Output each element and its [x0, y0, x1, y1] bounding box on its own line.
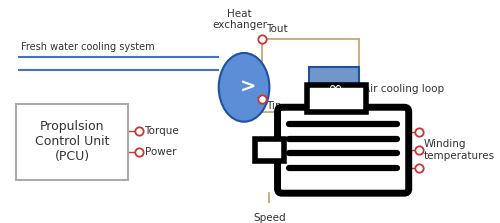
Text: Tin: Tin: [266, 101, 281, 111]
Ellipse shape: [218, 53, 270, 122]
FancyBboxPatch shape: [308, 85, 366, 112]
FancyBboxPatch shape: [278, 107, 408, 193]
Text: Propulsion
Control Unit
(PCU): Propulsion Control Unit (PCU): [35, 120, 110, 163]
Text: Fresh water cooling system: Fresh water cooling system: [22, 42, 155, 52]
Text: Power: Power: [144, 147, 176, 157]
Text: Tout: Tout: [266, 24, 287, 34]
Text: >: >: [240, 78, 256, 97]
FancyBboxPatch shape: [309, 66, 359, 112]
Text: Speed: Speed: [253, 213, 286, 223]
FancyBboxPatch shape: [255, 139, 284, 161]
Text: Winding
temperatures: Winding temperatures: [424, 139, 495, 161]
Text: ∞: ∞: [326, 80, 342, 98]
Text: Air cooling loop: Air cooling loop: [364, 84, 444, 94]
Text: Heat
exchanger: Heat exchanger: [212, 9, 267, 30]
Text: Torque: Torque: [144, 126, 180, 136]
FancyBboxPatch shape: [16, 104, 128, 180]
